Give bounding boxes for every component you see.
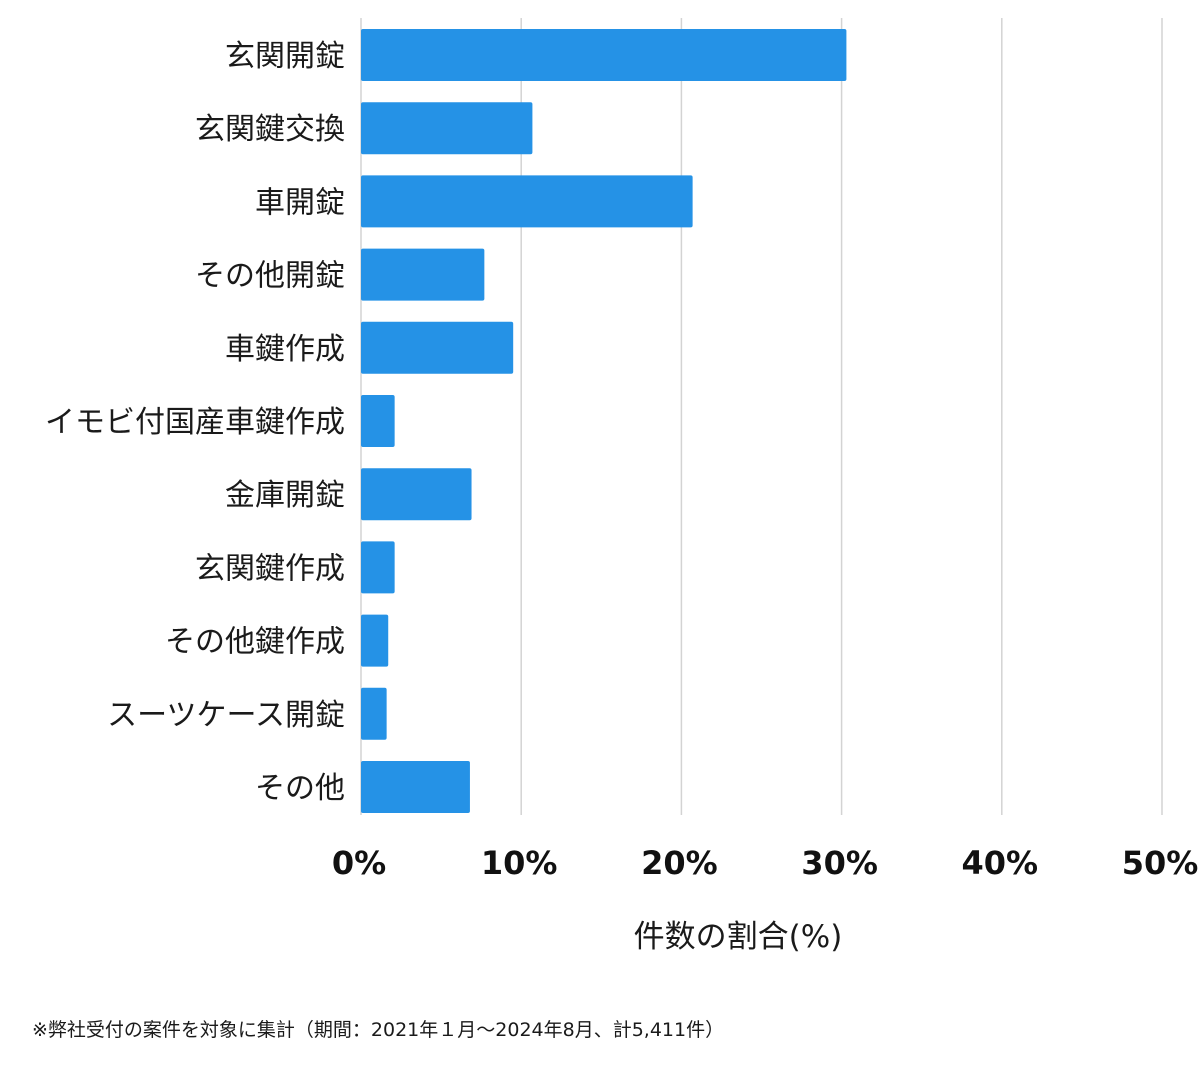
bar <box>361 395 395 447</box>
x-tick-label: 10% <box>481 844 558 882</box>
bar <box>361 102 533 155</box>
category-label: その他鍵作成 <box>165 625 345 660</box>
bar <box>361 687 387 740</box>
category-label: 金庫開錠 <box>225 478 345 513</box>
category-label: その他 <box>255 771 345 806</box>
bar <box>361 29 847 81</box>
category-labels: 玄関開錠玄関鍵交換車開錠その他開錠車鍵作成イモビ付国産車鍵作成金庫開錠玄関鍵作成… <box>45 39 345 806</box>
bar <box>361 468 472 521</box>
bar <box>361 248 485 301</box>
x-axis-title: 件数の割合(%) <box>634 919 843 955</box>
bar <box>361 761 470 813</box>
category-label: 車鍵作成 <box>225 332 345 367</box>
x-tick-label: 40% <box>962 844 1039 882</box>
category-label: 玄関開錠 <box>225 39 345 74</box>
x-tick-label: 50% <box>1122 844 1199 882</box>
x-tick-labels: 0% 10% 20% 30% 40% 50% <box>332 844 1198 882</box>
category-label: その他開錠 <box>195 259 345 294</box>
category-label: イモビ付国産車鍵作成 <box>45 405 345 440</box>
category-label: 玄関鍵作成 <box>195 551 345 586</box>
x-tick-label: 0% <box>332 844 386 882</box>
bar <box>361 541 395 594</box>
category-label: 玄関鍵交換 <box>195 112 345 147</box>
x-tick-label: 20% <box>641 844 718 882</box>
bar-chart: 玄関開錠玄関鍵交換車開錠その他開錠車鍵作成イモビ付国産車鍵作成金庫開錠玄関鍵作成… <box>45 18 1198 955</box>
x-tick-label: 30% <box>801 844 878 882</box>
bar <box>361 321 514 374</box>
footnote: ※弊社受付の案件を対象に集計（期間：2021年１月〜2024年8月、計5,411… <box>32 1019 725 1041</box>
category-label: スーツケース開錠 <box>107 698 345 733</box>
category-label: 車開錠 <box>255 185 345 220</box>
bar <box>361 175 693 228</box>
bars <box>361 29 847 813</box>
bar <box>361 614 389 667</box>
